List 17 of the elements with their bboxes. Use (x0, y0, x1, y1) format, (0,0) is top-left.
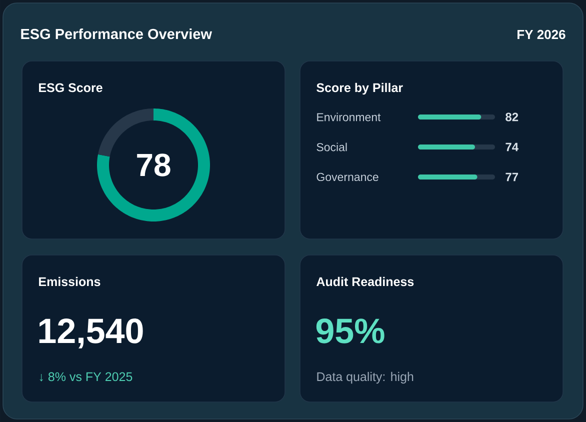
text: FY 2026 (518, 30, 566, 40)
chart-title: ESG Score (39, 83, 102, 92)
text: Audit Readiness (316, 276, 414, 286)
text: Emissions (39, 276, 100, 286)
data-label: 77 (506, 172, 518, 182)
chart-title: Score by Pillar (316, 82, 403, 95)
text: ESG Performance Overview (21, 28, 212, 40)
text: 95% (316, 318, 384, 344)
data-label: 78 (137, 154, 170, 176)
data-label: 82 (506, 112, 518, 122)
y-tick-label: Environment (317, 112, 381, 122)
y-tick-label: Social (316, 142, 347, 152)
text: Data quality: high (317, 372, 414, 384)
y-tick-label: Governance (316, 172, 378, 182)
data-label: 74 (506, 142, 518, 152)
text: 12,540 (39, 318, 143, 348)
text: ↓ 8% vs FY 2025 (40, 372, 132, 382)
